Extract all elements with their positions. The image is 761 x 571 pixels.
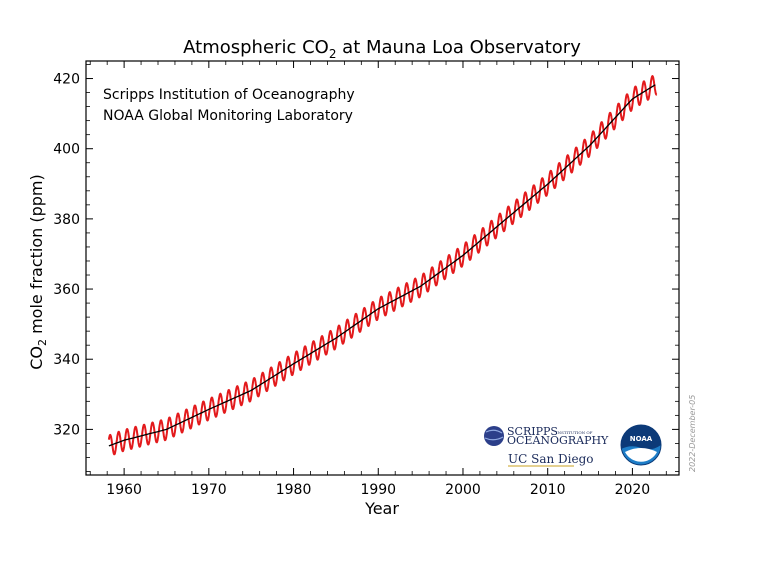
x-tick-label: 2010 bbox=[530, 482, 566, 498]
scripps-logo-text: SCRIPPS bbox=[507, 425, 558, 438]
scripps-logo-small: INSTITUTION OF bbox=[556, 430, 593, 435]
y-tick-label: 400 bbox=[53, 142, 80, 158]
x-tick-label: 2000 bbox=[445, 482, 481, 498]
annotation-scripps: Scripps Institution of Oceanography bbox=[103, 87, 355, 103]
y-tick-label: 380 bbox=[53, 212, 80, 228]
scripps-logo-text-2: OCEANOGRAPHY bbox=[507, 434, 609, 447]
x-axis-label: Year bbox=[364, 499, 399, 518]
trend-series-line bbox=[108, 84, 656, 447]
y-tick-label: 360 bbox=[53, 282, 80, 298]
y-axis-label: CO2 mole fraction (ppm) bbox=[27, 174, 49, 370]
x-tick-label: 1970 bbox=[191, 482, 227, 498]
x-tick-label: 1960 bbox=[106, 482, 142, 498]
x-tick-label: 1980 bbox=[276, 482, 312, 498]
x-tick-label: 1990 bbox=[360, 482, 396, 498]
ticks-layer: 1960 1970 1980 1990 2000 2010 2020 320 340 360 380… bbox=[53, 61, 679, 498]
date-stamp: 2022-December-05 bbox=[688, 395, 697, 472]
ucsd-logo: UC San Diego bbox=[508, 452, 594, 467]
noaa-logo: NOAA bbox=[620, 424, 662, 466]
y-tick-label: 320 bbox=[53, 422, 80, 438]
plot-frame bbox=[85, 60, 680, 476]
x-tick-label: 2020 bbox=[615, 482, 651, 498]
scripps-logo: SCRIPPS INSTITUTION OF OCEANOGRAPHY bbox=[484, 425, 609, 447]
y-tick-label: 420 bbox=[53, 72, 80, 88]
series-layer bbox=[107, 75, 658, 456]
annotation-noaa: NOAA Global Monitoring Laboratory bbox=[103, 108, 353, 124]
globe-icon bbox=[484, 426, 504, 446]
y-tick-label: 340 bbox=[53, 352, 80, 368]
monthly-series-line bbox=[107, 75, 658, 456]
chart-title: Atmospheric CO2 at Mauna Loa Observatory bbox=[183, 37, 581, 61]
noaa-logo-text: NOAA bbox=[630, 435, 653, 443]
ucsd-logo-text: UC San Diego bbox=[508, 452, 594, 466]
